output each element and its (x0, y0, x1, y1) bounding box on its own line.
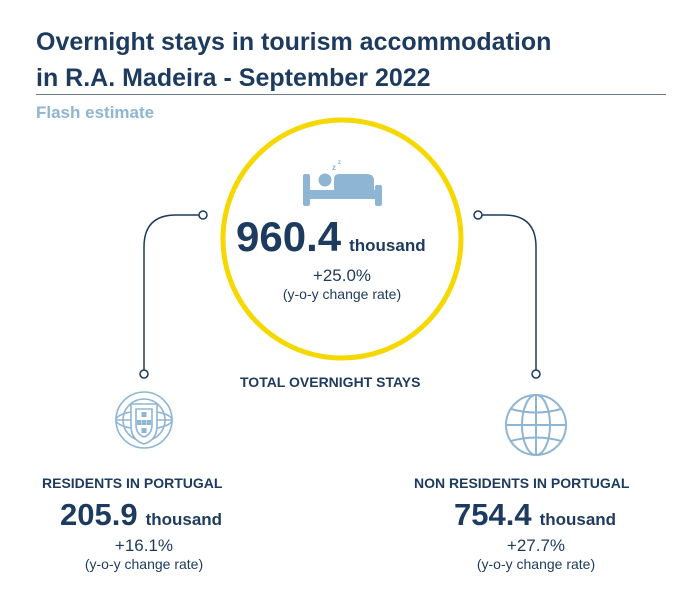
total-change-label: (y-o-y change rate) (282, 286, 402, 302)
total-change-block: +25.0% (y-o-y change rate) (242, 266, 442, 302)
residents-change-block: +16.1% (y-o-y change rate) (44, 536, 244, 572)
non-residents-label: NON RESIDENTS IN PORTUGAL (414, 475, 630, 491)
title-line-2: in R.A. Madeira - September 2022 (36, 64, 431, 92)
total-change-rate: +25.0% (312, 266, 372, 285)
left-connector-line (143, 214, 203, 374)
svg-text:z: z (332, 163, 336, 172)
left-connector-dot-top (198, 210, 208, 220)
bed-sleeping-icon: z z (303, 160, 382, 206)
non-residents-unit: thousand (539, 510, 617, 529)
total-stays-unit: thousand (349, 236, 426, 255)
svg-text:z: z (338, 160, 341, 166)
left-connector-dot-bottom (139, 369, 149, 379)
non-residents-value-row: 754.4 thousand (454, 495, 616, 540)
right-connector-dot-bottom (531, 369, 541, 379)
total-ring (220, 117, 464, 361)
title-divider (36, 94, 666, 95)
total-stays-value: 960.4 (236, 213, 342, 260)
residents-value: 205.9 (60, 497, 138, 532)
right-connector-line (478, 214, 537, 374)
total-stays-label: TOTAL OVERNIGHT STAYS (240, 374, 421, 390)
total-stays-value-row: 960.4 thousand (236, 212, 426, 271)
residents-change-label: (y-o-y change rate) (84, 556, 204, 572)
non-residents-change-block: +27.7% (y-o-y change rate) (436, 536, 636, 572)
right-connector-dot-top (473, 210, 483, 220)
page-title: Overnight stays in tourism accommodation… (36, 24, 676, 96)
residents-value-row: 205.9 thousand (60, 495, 222, 540)
residents-label: RESIDENTS IN PORTUGAL (42, 475, 223, 491)
subtitle: Flash estimate (36, 103, 155, 122)
non-residents-value: 754.4 (454, 497, 532, 532)
residents-unit: thousand (145, 510, 223, 529)
title-line-1: Overnight stays in tourism accommodation (36, 28, 552, 56)
non-residents-change-rate: +27.7% (506, 536, 566, 555)
globe-icon (505, 394, 567, 456)
non-residents-change-label: (y-o-y change rate) (476, 556, 596, 572)
residents-change-rate: +16.1% (114, 536, 174, 555)
portugal-coat-of-arms-icon (115, 391, 173, 449)
